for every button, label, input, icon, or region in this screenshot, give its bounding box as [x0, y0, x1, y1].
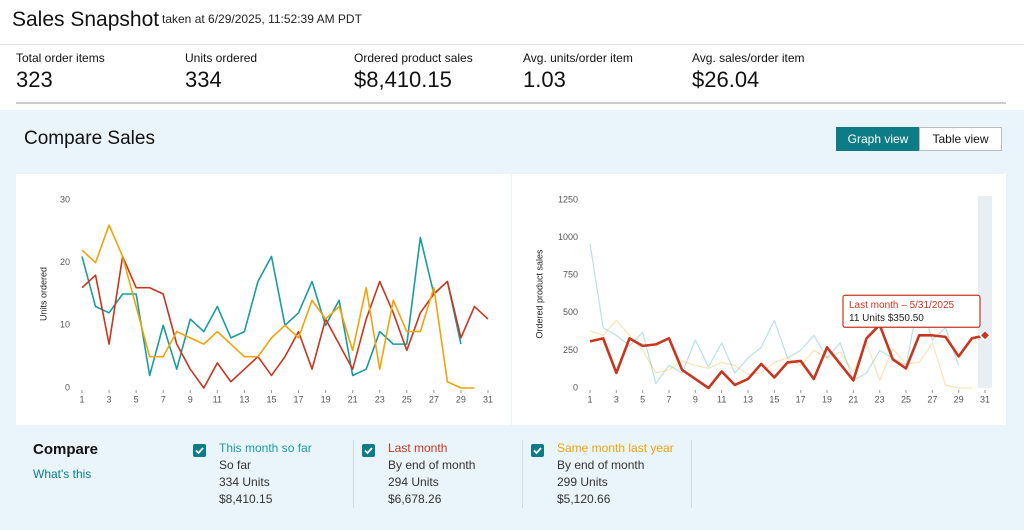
x-tick-label: 11: [717, 394, 726, 404]
compare-title: Compare: [33, 441, 99, 458]
y-tick-label: 20: [60, 257, 70, 267]
item-units: 334 Units: [219, 475, 270, 489]
y-tick-label: 1000: [558, 232, 578, 242]
x-tick-label: 13: [743, 394, 753, 404]
checkbox[interactable]: [531, 444, 544, 457]
series-line: [589, 323, 986, 390]
snapshot-time: taken at 6/29/2025, 11:52:39 AM PDT: [162, 12, 362, 26]
x-tick-label: 29: [954, 394, 964, 404]
series-name: Same month last year: [557, 441, 674, 455]
series-line: [589, 243, 960, 385]
whats-this-link[interactable]: What's this: [33, 467, 92, 481]
sales-chart: Ordered product sales 0 250 500 750 1000 1250 1…: [512, 174, 1006, 425]
metric-label: Ordered product sales: [354, 51, 473, 65]
metric-label: Total order items: [16, 51, 105, 65]
divider: [16, 102, 1006, 104]
x-tick-label: 23: [875, 394, 885, 404]
x-tick-label: 27: [429, 394, 439, 404]
x-tick-label: 7: [161, 394, 166, 404]
page-title: Sales Snapshot: [12, 8, 160, 31]
series-line: [81, 255, 489, 389]
y-tick-label: 0: [573, 382, 578, 392]
x-tick-label: 25: [402, 394, 412, 404]
x-tick-label: 27: [927, 394, 937, 404]
item-sales: $8,410.15: [219, 492, 273, 506]
item-units: 299 Units: [557, 475, 608, 489]
y-tick-label: 10: [60, 320, 70, 330]
series-line: [589, 319, 972, 389]
y-axis-label: Units ordered: [38, 267, 48, 321]
compare-item: Same month last year By end of month 299 U…: [531, 440, 692, 508]
item-units: 294 Units: [388, 475, 439, 489]
item-sales: $5,120.66: [557, 492, 611, 506]
x-tick-label: 11: [213, 394, 222, 404]
x-tick-label: 9: [693, 394, 698, 404]
series-name: Last month: [388, 441, 448, 455]
x-tick-label: 3: [614, 394, 619, 404]
header: Sales Snapshot taken at 6/29/2025, 11:52…: [0, 0, 1024, 45]
y-tick-label: 0: [65, 382, 70, 392]
y-axis-label: Ordered product sales: [534, 249, 544, 339]
x-tick-label: 1: [587, 394, 592, 404]
x-tick-label: 15: [769, 394, 779, 404]
series-line: [81, 224, 475, 389]
x-tick-label: 21: [348, 394, 358, 404]
y-tick-label: 1250: [558, 194, 578, 204]
hover-point: [978, 329, 992, 342]
x-tick-label: 9: [188, 394, 193, 404]
x-tick-label: 19: [321, 394, 331, 404]
series-name: This month so far: [219, 441, 312, 455]
item-subtitle: So far: [219, 458, 252, 472]
x-tick-label: 17: [796, 394, 806, 404]
x-tick-label: 23: [375, 394, 385, 404]
x-tick-label: 17: [294, 394, 304, 404]
metric-label: Avg. sales/order item: [692, 51, 805, 65]
check-icon: [195, 447, 204, 455]
x-tick-label: 3: [107, 394, 112, 404]
x-tick-label: 5: [134, 394, 139, 404]
x-tick-label: 13: [239, 394, 249, 404]
y-tick-label: 250: [563, 345, 578, 355]
x-tick-label: 31: [980, 394, 990, 404]
y-tick-label: 500: [563, 307, 578, 317]
x-tick-label: 7: [666, 394, 671, 404]
item-subtitle: By end of month: [388, 458, 476, 472]
x-tick-label: 31: [483, 394, 493, 404]
tooltip-box: [842, 294, 981, 328]
item-subtitle: By end of month: [557, 458, 645, 472]
x-tick-label: 29: [456, 394, 466, 404]
metric-value: $26.04: [692, 67, 760, 92]
tooltip-title: Last month – 5/31/2025: [849, 300, 955, 311]
metric-value: 323: [16, 67, 53, 92]
metric-label: Units ordered: [185, 51, 258, 65]
checkbox[interactable]: [362, 444, 375, 457]
x-tick-label: 5: [640, 394, 645, 404]
y-tick-label: 30: [60, 194, 70, 204]
compare-item: Last month By end of month 294 Units $6,678…: [362, 440, 523, 508]
tooltip-text: 11 Units $350.50: [849, 313, 924, 324]
table-view-button[interactable]: Table view: [919, 127, 1002, 151]
x-tick-label: 25: [901, 394, 911, 404]
y-tick-label: 750: [563, 270, 578, 280]
hover-band: [978, 196, 992, 388]
graph-view-button[interactable]: Graph view: [836, 127, 920, 151]
check-icon: [364, 447, 373, 455]
compare-item: This month so far So far 334 Units $8,410.1…: [193, 440, 354, 508]
check-icon: [533, 447, 542, 455]
metric-label: Avg. units/order item: [523, 51, 633, 65]
metric-value: $8,410.15: [354, 67, 452, 92]
metric-value: 334: [185, 67, 222, 92]
item-sales: $6,678.26: [388, 492, 442, 506]
x-tick-label: 19: [822, 394, 832, 404]
checkbox[interactable]: [193, 444, 206, 457]
x-tick-label: 1: [79, 394, 84, 404]
x-tick-label: 21: [848, 394, 858, 404]
panel-title: Compare Sales: [24, 128, 155, 149]
series-line: [81, 236, 462, 377]
x-tick-label: 15: [266, 394, 276, 404]
metric-value: 1.03: [523, 67, 566, 92]
